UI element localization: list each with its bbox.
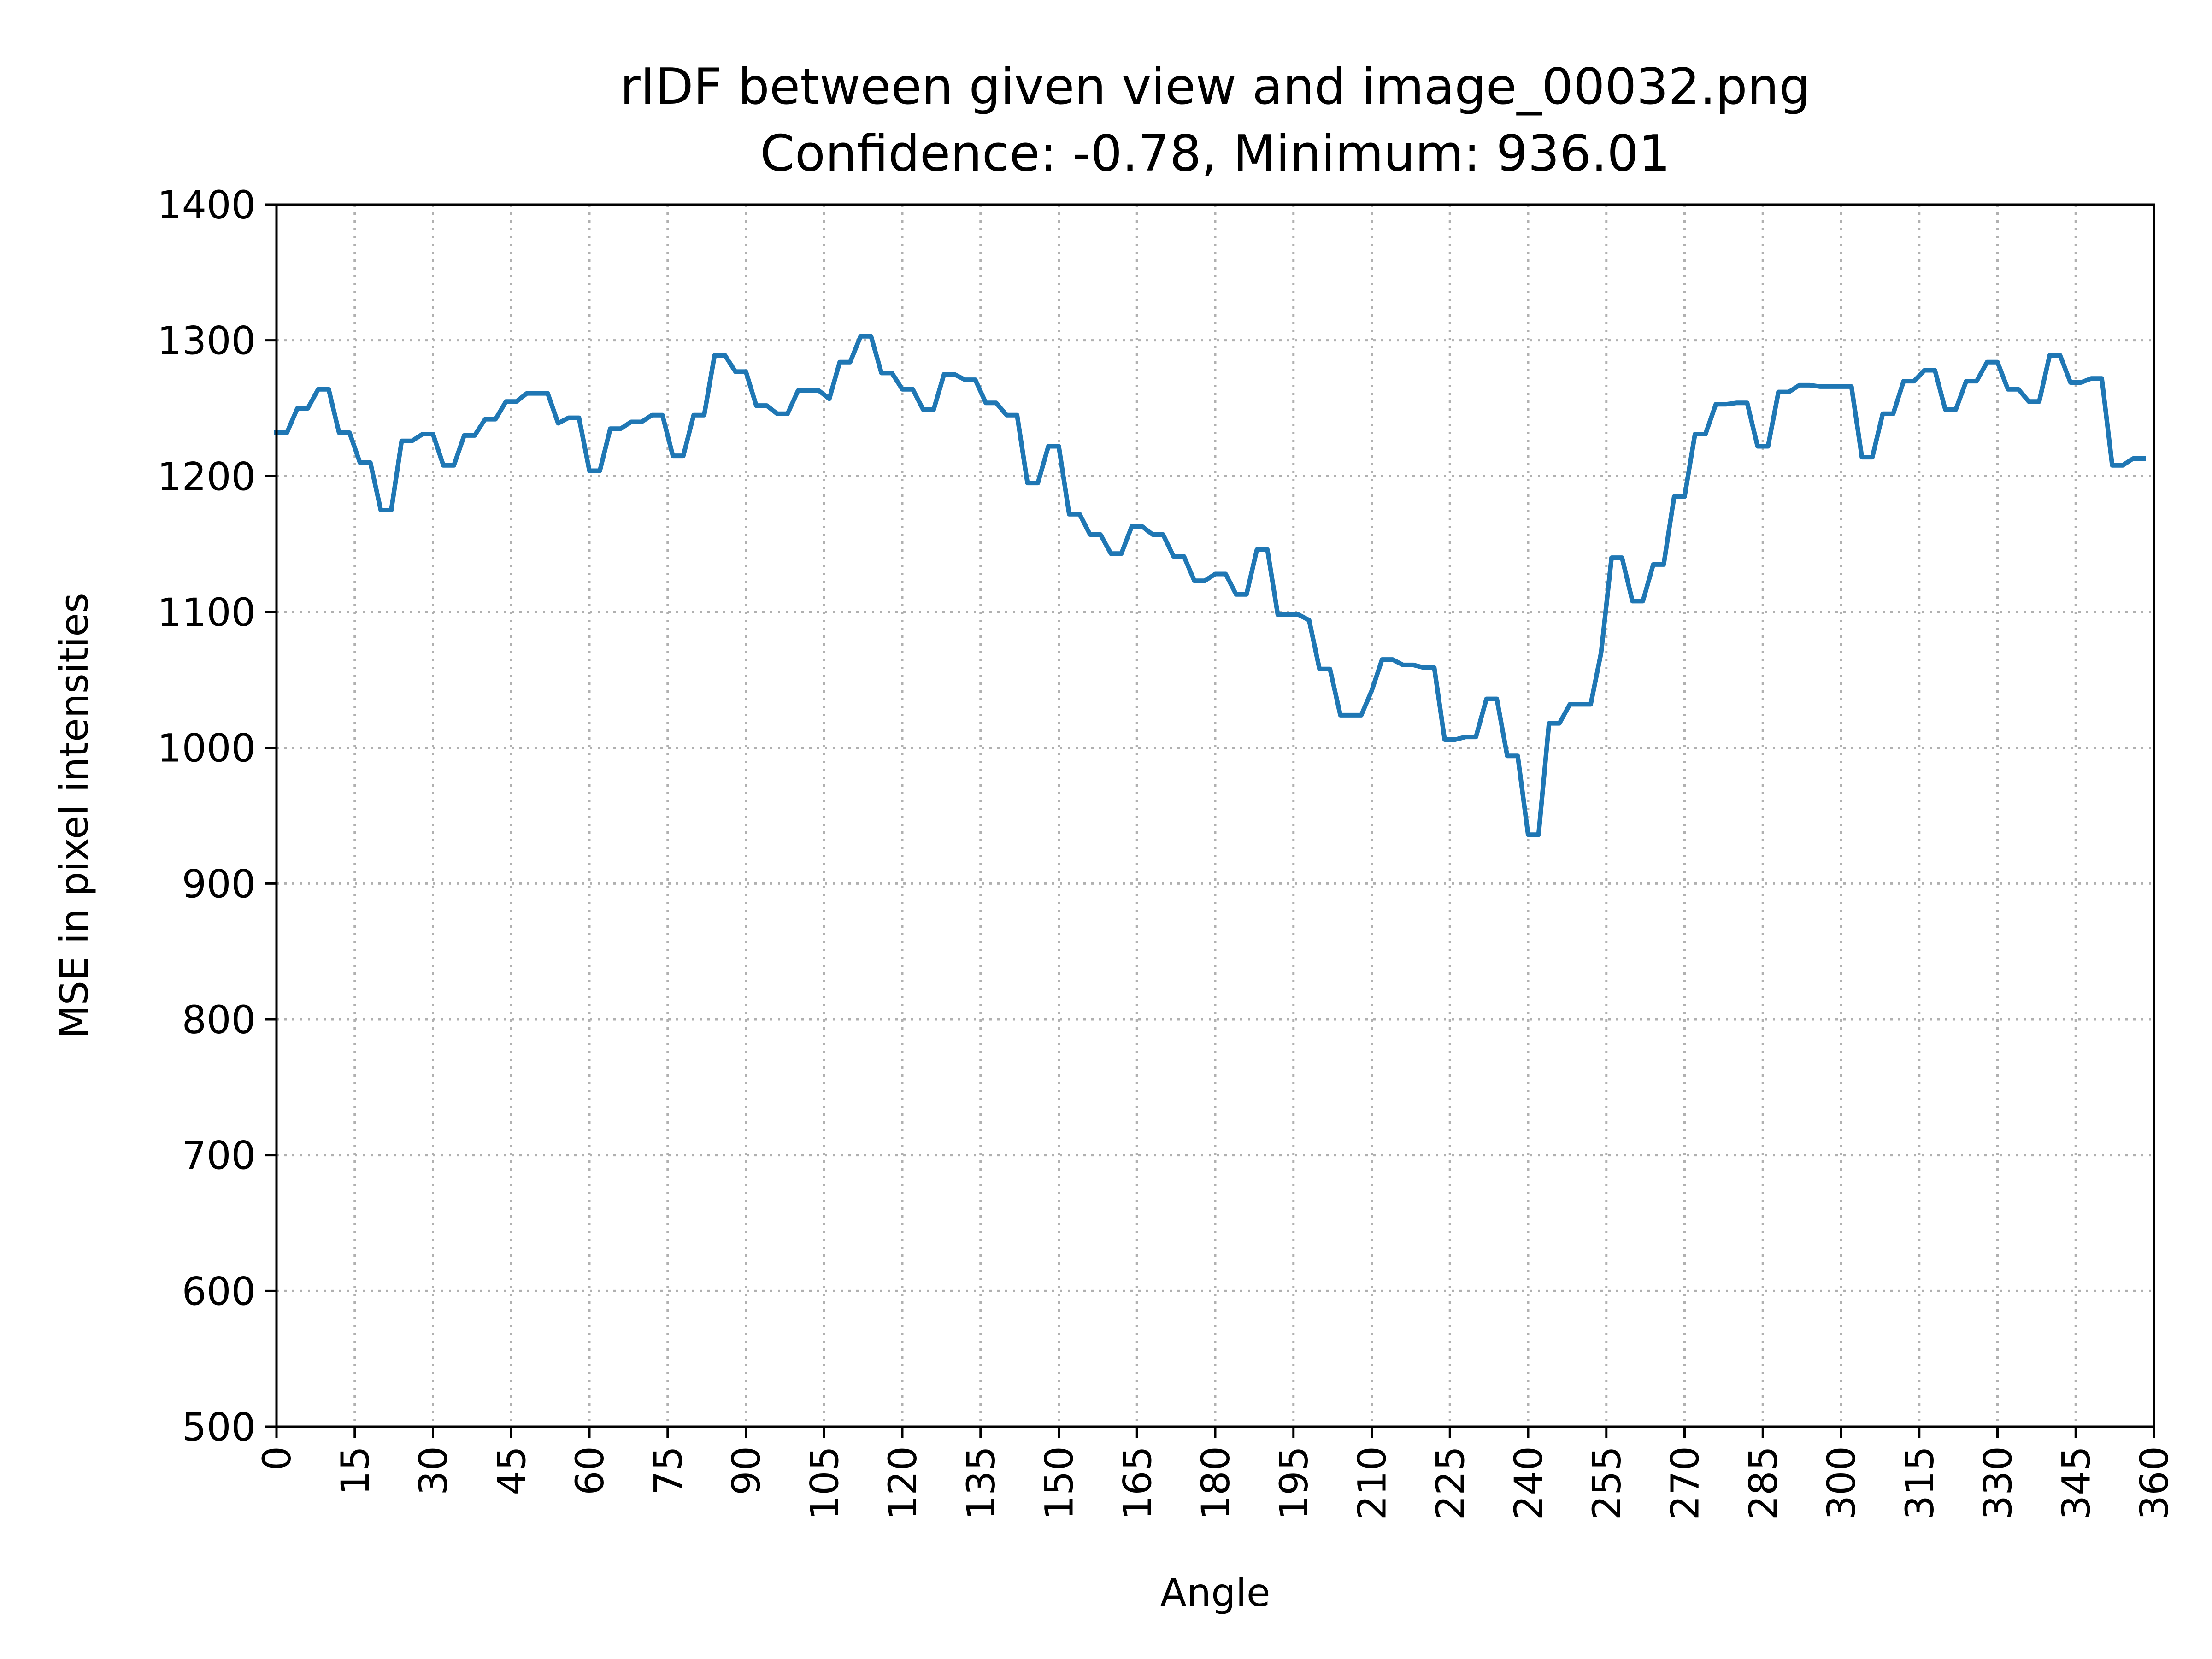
chart-subtitle: Confidence: -0.78, Minimum: 936.01 — [760, 125, 1670, 182]
x-tick-label: 60 — [567, 1446, 612, 1495]
x-tick-label: 330 — [1976, 1446, 2021, 1520]
x-tick-label: 45 — [489, 1446, 534, 1495]
x-tick-label: 255 — [1584, 1446, 1630, 1520]
x-axis-label: Angle — [1160, 1570, 1270, 1615]
y-axis-label: MSE in pixel intensities — [52, 593, 97, 1039]
series-line — [274, 334, 2146, 837]
y-tick-label: 1400 — [157, 182, 256, 228]
x-tick-label: 90 — [724, 1446, 769, 1495]
x-tick-label: 15 — [333, 1446, 378, 1495]
y-tick-label: 700 — [182, 1133, 256, 1178]
y-tick-label: 1100 — [157, 590, 256, 635]
x-tick-label: 135 — [959, 1446, 1004, 1520]
x-tick-label: 270 — [1663, 1446, 1708, 1520]
y-tick-label: 500 — [182, 1405, 256, 1450]
x-tick-label: 345 — [2053, 1446, 2099, 1520]
ticks — [265, 203, 2155, 1438]
plot-frame — [275, 203, 2155, 1428]
x-tick-label: 360 — [2132, 1446, 2177, 1520]
y-tick-label: 1000 — [157, 726, 256, 771]
x-tick-label: 210 — [1350, 1446, 1395, 1520]
x-tick-label: 30 — [411, 1446, 456, 1495]
y-tick-label: 1300 — [157, 318, 256, 364]
x-tick-label: 300 — [1819, 1446, 1864, 1520]
tick-labels: 0 15 30 45 60 75 90 105 120 135 150 165 180 195 210 225… — [157, 182, 2177, 1520]
series-group — [274, 334, 2146, 837]
x-tick-label: 180 — [1193, 1446, 1238, 1520]
x-tick-label: 120 — [880, 1446, 925, 1520]
x-tick-label: 75 — [646, 1446, 691, 1495]
y-tick-label: 1200 — [157, 454, 256, 499]
x-tick-label: 285 — [1741, 1446, 1786, 1520]
y-tick-label: 800 — [182, 997, 256, 1042]
x-tick-label: 225 — [1428, 1446, 1473, 1520]
y-tick-label: 900 — [182, 861, 256, 906]
x-tick-label: 165 — [1115, 1446, 1160, 1520]
x-tick-label: 150 — [1037, 1446, 1082, 1520]
x-tick-label: 195 — [1271, 1446, 1317, 1520]
x-tick-label: 105 — [802, 1446, 847, 1520]
y-tick-label: 600 — [182, 1269, 256, 1314]
x-tick-label: 0 — [254, 1446, 300, 1471]
x-tick-label: 240 — [1506, 1446, 1551, 1520]
x-tick-label: 315 — [1897, 1446, 1942, 1520]
chart-title: rIDF between given view and image_00032.… — [620, 58, 1810, 116]
grid — [275, 203, 2155, 1428]
